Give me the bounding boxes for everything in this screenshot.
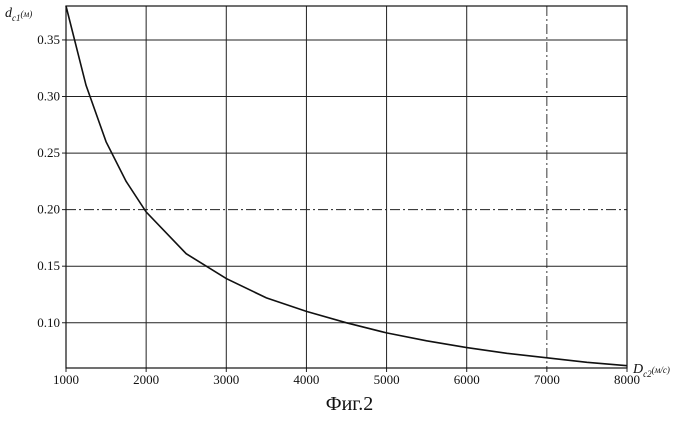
figure-caption: Фиг.2 <box>0 393 699 416</box>
y-tick-label: 0.10 <box>37 315 60 330</box>
grid <box>66 6 627 368</box>
x-tick-label: 3000 <box>213 372 239 387</box>
x-tick-label: 2000 <box>133 372 159 387</box>
x-tick-label: 5000 <box>374 372 400 387</box>
y-tick-label: 0.20 <box>37 202 60 217</box>
x-tick-label: 4000 <box>293 372 319 387</box>
y-axis-label: dc1(м) <box>5 6 32 23</box>
y-tick-label: 0.35 <box>37 32 60 47</box>
y-tick-label: 0.25 <box>37 145 60 160</box>
y-tick-label: 0.15 <box>37 258 60 273</box>
x-tick-label: 6000 <box>454 372 480 387</box>
x-tick-labels: 10002000300040005000600070008000 <box>53 372 640 387</box>
series-line <box>66 6 627 366</box>
y-tick-label: 0.30 <box>37 89 60 104</box>
plot-frame <box>66 6 627 368</box>
x-axis-label: Dc2(м/с) <box>632 362 670 379</box>
x-tick-label: 7000 <box>534 372 560 387</box>
y-tick-labels: 0.10 0.15 0.20 0.25 0.30 0.35 <box>37 32 60 330</box>
x-tick-label: 1000 <box>53 372 79 387</box>
